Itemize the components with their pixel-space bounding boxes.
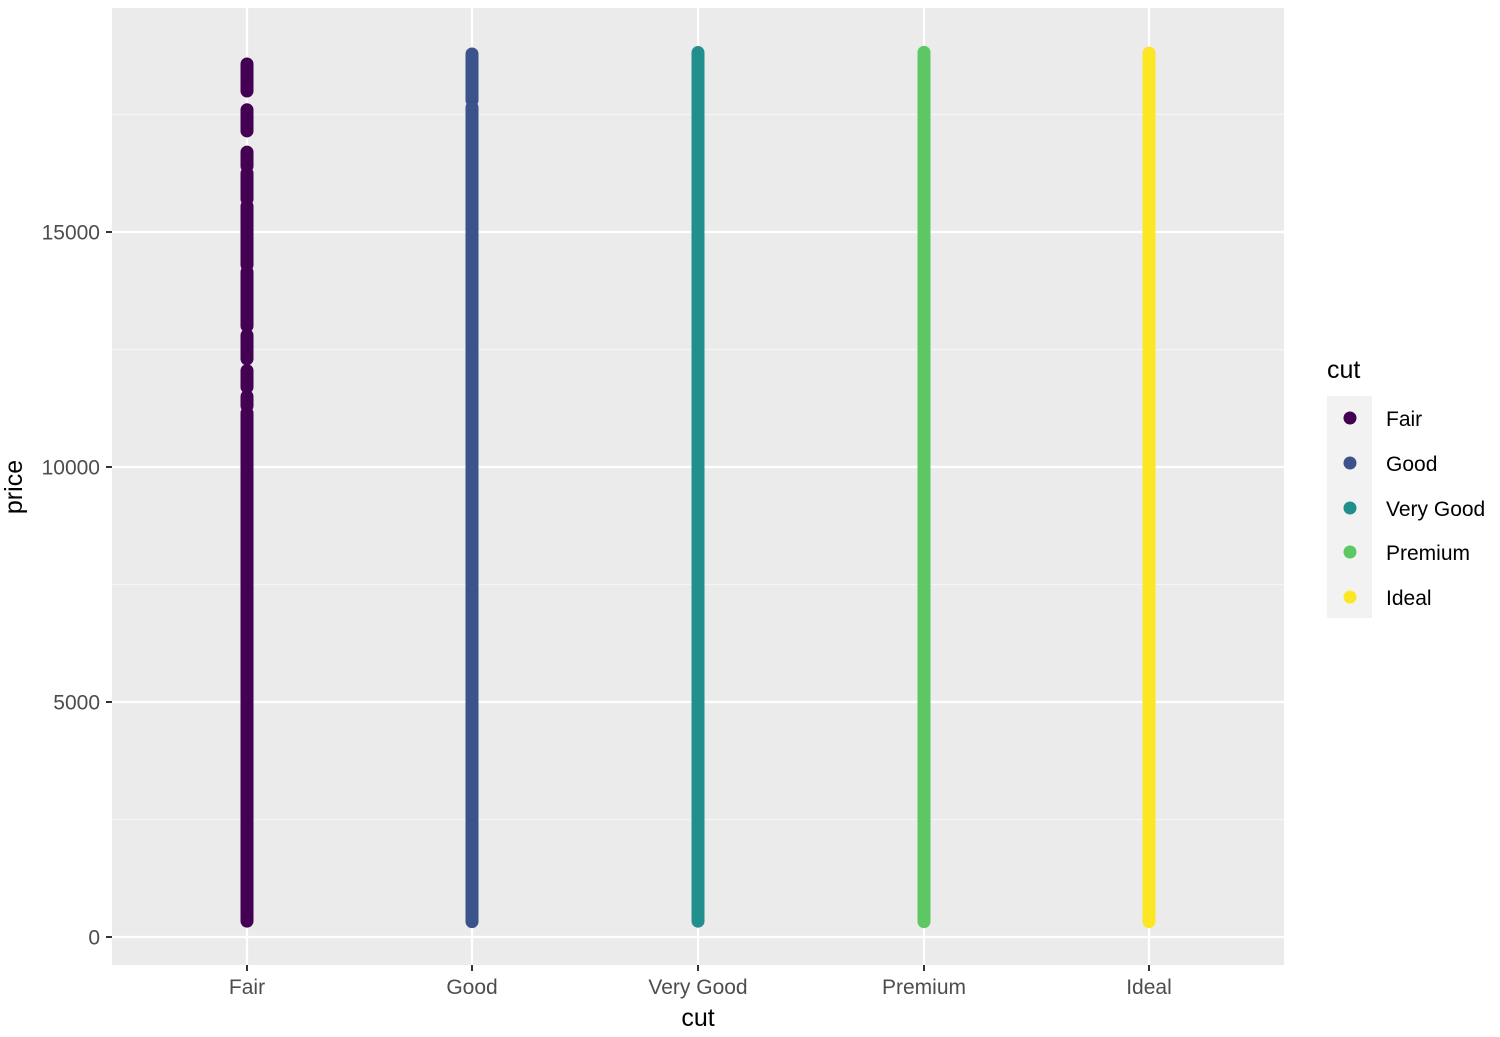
legend-item-very-good: Very Good xyxy=(1343,498,1485,521)
legend-item-good: Good xyxy=(1343,453,1437,476)
legend-key-dot xyxy=(1343,411,1357,425)
legend-item-premium: Premium xyxy=(1343,542,1470,565)
x-tick-label: Fair xyxy=(229,976,265,999)
legend-item-fair: Fair xyxy=(1343,408,1422,431)
legend-label: Ideal xyxy=(1386,587,1432,610)
y-tick-label: 10000 xyxy=(42,457,100,480)
x-tick-label: Good xyxy=(446,976,497,999)
data-points xyxy=(240,45,1156,929)
legend-key-dot xyxy=(1343,456,1357,470)
legend-title: cut xyxy=(1327,356,1360,384)
legend-label: Very Good xyxy=(1386,498,1485,521)
x-tick-label: Very Good xyxy=(648,976,747,999)
legend-item-ideal: Ideal xyxy=(1343,587,1432,610)
y-tick-label: 5000 xyxy=(53,692,100,715)
y-tick-label: 0 xyxy=(88,927,100,950)
legend-key-dot xyxy=(1343,545,1357,559)
legend-label: Good xyxy=(1386,453,1437,476)
legend-key-dot xyxy=(1343,501,1357,515)
legend-label: Fair xyxy=(1386,408,1422,431)
x-axis-title: cut xyxy=(681,1004,714,1032)
x-tick-label: Premium xyxy=(882,976,966,999)
legend-key-dot xyxy=(1343,590,1357,604)
y-axis-title: price xyxy=(0,460,28,514)
x-axis: Fair Good Very Good Premium Ideal xyxy=(229,965,1172,999)
legend-label: Premium xyxy=(1386,542,1470,565)
x-tick-label: Ideal xyxy=(1126,976,1172,999)
legend: cut Fair Good Very Good Premium Ideal xyxy=(1327,356,1485,618)
y-axis: 0 5000 10000 15000 xyxy=(42,222,112,950)
y-tick-label: 15000 xyxy=(42,222,100,245)
